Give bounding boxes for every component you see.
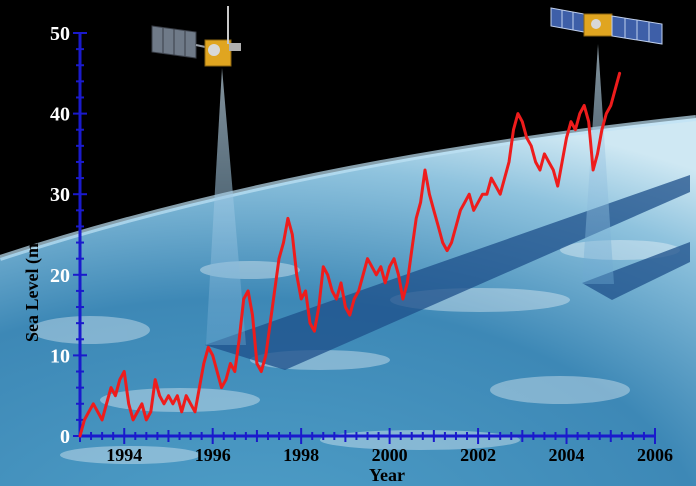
ground-track-1 xyxy=(205,175,690,370)
satellite-left-icon xyxy=(151,6,241,67)
x-tick-label: 1994 xyxy=(106,445,142,465)
x-tick-label: 2000 xyxy=(372,445,408,465)
y-tick-label: 20 xyxy=(50,265,70,287)
satellite-beam-right xyxy=(582,44,614,284)
x-tick-label: 1998 xyxy=(283,445,319,465)
sea-level-series-line xyxy=(78,71,622,438)
earth-horizon-glow xyxy=(0,115,696,261)
y-tick-label: 40 xyxy=(50,104,70,126)
x-tick-label: 1996 xyxy=(195,445,231,465)
y-tick-label: 50 xyxy=(50,23,70,45)
y-tick-label: 0 xyxy=(60,426,70,448)
x-tick-label: 2006 xyxy=(637,445,673,465)
y-tick-label: 30 xyxy=(50,184,70,206)
x-tick-label: 2002 xyxy=(460,445,496,465)
satellite-right-icon xyxy=(550,7,663,45)
axes: 0 10 20 30 40 50 1994 1996 1998 2000 2002 2004 2006 xyxy=(50,23,673,465)
y-tick-label: 10 xyxy=(50,345,70,367)
x-tick-label: 2004 xyxy=(549,445,585,465)
x-axis-title: Year xyxy=(369,465,405,485)
y-axis-title: Sea Level (mm) xyxy=(22,222,43,342)
ground-track-2 xyxy=(582,242,690,300)
satellite-beam-left xyxy=(206,68,246,345)
